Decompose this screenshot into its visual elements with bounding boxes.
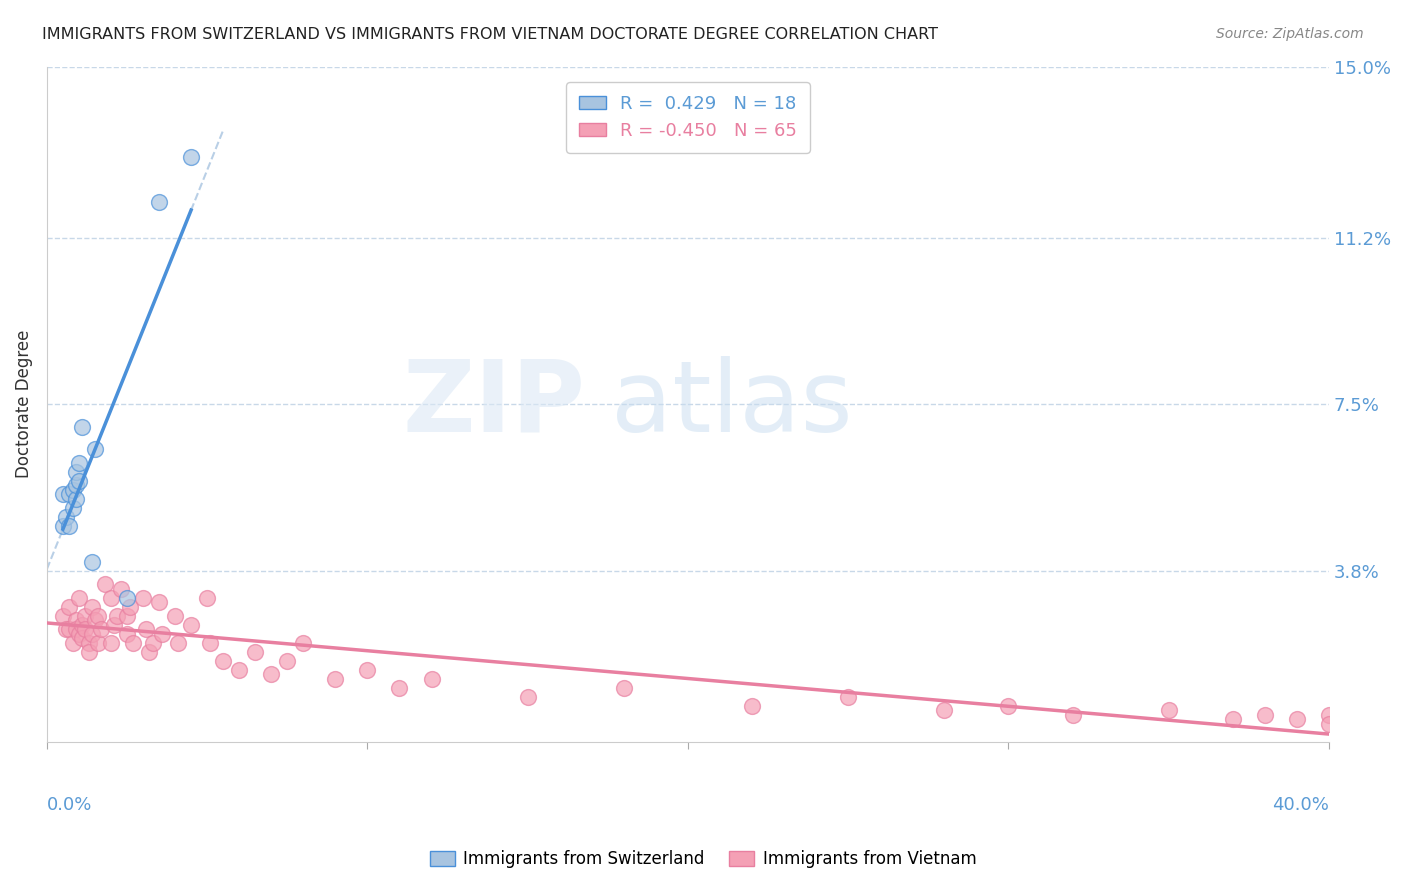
Point bbox=[62, 635, 84, 649]
Point bbox=[55, 622, 77, 636]
Point bbox=[148, 595, 170, 609]
Point bbox=[70, 617, 93, 632]
Point bbox=[70, 419, 93, 434]
Point bbox=[67, 626, 90, 640]
Point bbox=[77, 645, 100, 659]
Point bbox=[103, 617, 125, 632]
Point bbox=[245, 645, 267, 659]
Point bbox=[87, 608, 110, 623]
Point bbox=[80, 555, 103, 569]
Point bbox=[1254, 707, 1277, 722]
Y-axis label: Doctorate Degree: Doctorate Degree bbox=[15, 330, 32, 478]
Point bbox=[1317, 707, 1340, 722]
Point bbox=[1222, 712, 1244, 726]
Point bbox=[1285, 712, 1308, 726]
Point bbox=[212, 654, 235, 668]
Point bbox=[115, 626, 138, 640]
Point bbox=[67, 456, 90, 470]
Point bbox=[180, 617, 202, 632]
Point bbox=[148, 194, 170, 209]
Point bbox=[87, 635, 110, 649]
Point bbox=[165, 608, 187, 623]
Point bbox=[65, 491, 87, 506]
Point bbox=[100, 591, 122, 605]
Point bbox=[62, 483, 84, 497]
Point bbox=[75, 608, 97, 623]
Point bbox=[356, 663, 378, 677]
Point bbox=[65, 465, 87, 479]
Point bbox=[70, 631, 93, 645]
Point bbox=[65, 622, 87, 636]
Point bbox=[62, 500, 84, 515]
Point bbox=[90, 622, 112, 636]
Point bbox=[1317, 716, 1340, 731]
Point bbox=[132, 591, 155, 605]
Text: atlas: atlas bbox=[612, 356, 852, 452]
Point bbox=[52, 608, 75, 623]
Point bbox=[107, 608, 129, 623]
Point bbox=[110, 582, 132, 596]
Point bbox=[195, 591, 218, 605]
Point bbox=[75, 622, 97, 636]
Point bbox=[52, 518, 75, 533]
Point bbox=[997, 698, 1019, 713]
Point bbox=[200, 635, 222, 649]
Text: Source: ZipAtlas.com: Source: ZipAtlas.com bbox=[1216, 27, 1364, 41]
Point bbox=[138, 645, 160, 659]
Point bbox=[67, 474, 90, 488]
Point bbox=[52, 487, 75, 501]
Point bbox=[142, 635, 165, 649]
Point bbox=[934, 703, 956, 717]
Point bbox=[420, 672, 443, 686]
Legend: R =  0.429   N = 18, R = -0.450   N = 65: R = 0.429 N = 18, R = -0.450 N = 65 bbox=[567, 82, 810, 153]
Point bbox=[80, 626, 103, 640]
Point bbox=[228, 663, 250, 677]
Point bbox=[80, 599, 103, 614]
Point bbox=[67, 591, 90, 605]
Point bbox=[84, 442, 107, 456]
Point bbox=[325, 672, 347, 686]
Point bbox=[613, 681, 636, 695]
Point bbox=[65, 613, 87, 627]
Point bbox=[55, 509, 77, 524]
Point bbox=[1157, 703, 1180, 717]
Point bbox=[741, 698, 763, 713]
Point bbox=[276, 654, 298, 668]
Point bbox=[388, 681, 411, 695]
Point bbox=[58, 599, 80, 614]
Point bbox=[58, 622, 80, 636]
Point bbox=[115, 591, 138, 605]
Text: ZIP: ZIP bbox=[402, 356, 585, 452]
Point bbox=[150, 626, 173, 640]
Point bbox=[58, 518, 80, 533]
Point bbox=[100, 635, 122, 649]
Point bbox=[93, 577, 115, 591]
Legend: Immigrants from Switzerland, Immigrants from Vietnam: Immigrants from Switzerland, Immigrants … bbox=[423, 844, 983, 875]
Text: 0.0%: 0.0% bbox=[46, 796, 93, 814]
Point bbox=[120, 599, 142, 614]
Point bbox=[122, 635, 145, 649]
Point bbox=[167, 635, 190, 649]
Point bbox=[837, 690, 859, 704]
Point bbox=[77, 635, 100, 649]
Point bbox=[115, 608, 138, 623]
Point bbox=[292, 635, 315, 649]
Point bbox=[65, 478, 87, 492]
Point bbox=[180, 150, 202, 164]
Point bbox=[84, 613, 107, 627]
Point bbox=[58, 487, 80, 501]
Point bbox=[1062, 707, 1084, 722]
Point bbox=[516, 690, 538, 704]
Text: 40.0%: 40.0% bbox=[1272, 796, 1329, 814]
Point bbox=[135, 622, 157, 636]
Text: IMMIGRANTS FROM SWITZERLAND VS IMMIGRANTS FROM VIETNAM DOCTORATE DEGREE CORRELAT: IMMIGRANTS FROM SWITZERLAND VS IMMIGRANT… bbox=[42, 27, 938, 42]
Point bbox=[260, 667, 283, 681]
